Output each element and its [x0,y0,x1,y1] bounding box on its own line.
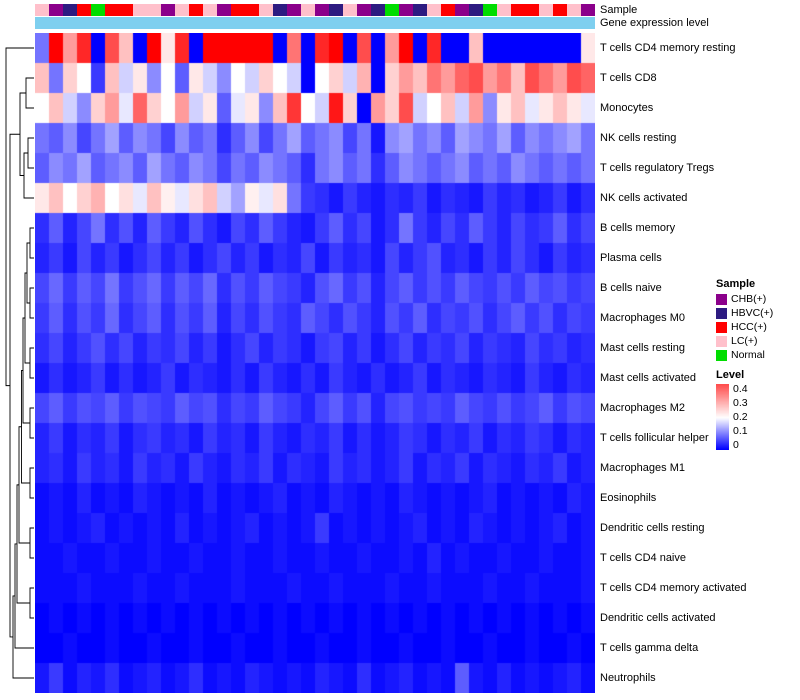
sample-annotation-segment [259,4,273,16]
gene-expression-annotation-label: Gene expression level [600,17,709,29]
gene-expression-annotation-bar [35,17,595,29]
sample-legend-entry: HBVC(+) [716,307,800,319]
sample-annotation-segment [147,4,161,16]
row-label: T cells CD4 memory activated [600,582,747,594]
row-label: NK cells activated [600,192,688,204]
sample-annotation-segment [483,4,497,16]
legend-color-swatch [716,307,727,319]
sample-annotation-segment [119,4,133,16]
level-tick-label: 0.4 [733,383,748,395]
sample-annotation-segment [273,4,287,16]
row-label: T cells CD8 [600,72,657,84]
sample-legend-entry: CHB(+) [716,293,800,305]
sample-annotation-segment [567,4,581,16]
sample-annotation-segment [343,4,357,16]
level-tick-labels: 0.4 0.3 0.2 0.1 0 [733,383,748,451]
sample-annotation-segment [189,4,203,16]
level-legend: Level 0.4 0.3 0.2 0.1 0 [716,369,800,450]
row-label: B cells memory [600,222,676,234]
sample-legend-entry: Normal [716,349,800,361]
sample-annotation-segment [399,4,413,16]
row-label: Macrophages M1 [600,462,685,474]
sample-annotation-segment [175,4,189,16]
sample-annotation-segment [497,4,511,16]
level-gradient-bar [716,384,729,450]
legend-color-swatch [716,293,727,305]
sample-annotation-segment [427,4,441,16]
sample-annotation-segment [245,4,259,16]
legend-entry-label: HBVC(+) [731,307,774,319]
legend-entry-label: LC(+) [731,335,758,347]
sample-annotation-segment [203,4,217,16]
legend-entry-label: HCC(+) [731,321,767,333]
level-tick-label: 0.3 [733,397,748,409]
level-tick-label: 0.1 [733,425,748,437]
sample-annotation-label: Sample [600,4,638,16]
legend-color-swatch [716,321,727,333]
row-label: NK cells resting [600,132,677,144]
legend-level-title: Level [716,369,745,381]
legend: Sample CHB(+) HBVC(+) HCC(+) LC(+) Normal Le… [716,278,800,450]
level-tick-label: 0.2 [733,411,748,423]
sample-annotation-segment [105,4,119,16]
row-label: T cells CD4 naive [600,552,686,564]
heatmap-canvas [35,33,595,693]
row-label: T cells gamma delta [600,642,699,654]
sample-annotation-segment [525,4,539,16]
row-label: Monocytes [600,102,654,114]
sample-annotation-segment [329,4,343,16]
level-tick-label: 0 [733,439,739,451]
row-dendrogram [5,47,34,679]
legend-color-swatch [716,349,727,361]
sample-annotation-segment [441,4,455,16]
sample-annotation-segment [63,4,77,16]
sample-annotation-segment [49,4,63,16]
sample-annotation-segment [385,4,399,16]
sample-annotation-segment [315,4,329,16]
sample-annotation-segment [231,4,245,16]
row-label: Macrophages M0 [600,312,685,324]
sample-annotation-segment [371,4,385,16]
row-label: Mast cells activated [600,372,696,384]
legend-entry-label: Normal [731,349,765,361]
legend-color-swatch [716,335,727,347]
sample-annotation-segment [161,4,175,16]
sample-annotation-segment [287,4,301,16]
sample-annotation-segment [553,4,567,16]
legend-entry-label: CHB(+) [731,293,767,305]
row-label: Neutrophils [600,672,656,684]
row-label: Mast cells resting [600,342,685,354]
sample-annotation-segment [413,4,427,16]
row-label: Dendritic cells activated [600,612,716,624]
sample-legend-entry: LC(+) [716,335,800,347]
sample-annotation-bar [35,4,595,16]
sample-annotation-segment [91,4,105,16]
sample-annotation-segment [511,4,525,16]
sample-annotation-segment [133,4,147,16]
row-label: B cells naive [600,282,662,294]
sample-annotation-segment [469,4,483,16]
sample-annotation-segment [581,4,595,16]
sample-annotation-segment [217,4,231,16]
row-label: Dendritic cells resting [600,522,705,534]
sample-legend-entry: HCC(+) [716,321,800,333]
row-label: T cells CD4 memory resting [600,42,736,54]
sample-annotation-segment [35,4,49,16]
row-label: Eosinophils [600,492,657,504]
sample-annotation-segment [455,4,469,16]
sample-annotation-segment [357,4,371,16]
row-label: T cells regulatory Tregs [600,162,715,174]
sample-annotation-segment [539,4,553,16]
row-label: Plasma cells [600,252,662,264]
row-label: Macrophages M2 [600,402,685,414]
legend-sample-title: Sample [716,278,756,290]
sample-legend-entries: CHB(+) HBVC(+) HCC(+) LC(+) Normal [716,293,800,361]
row-label: T cells follicular helper [600,432,709,444]
sample-annotation-segment [77,4,91,16]
sample-annotation-segment [301,4,315,16]
